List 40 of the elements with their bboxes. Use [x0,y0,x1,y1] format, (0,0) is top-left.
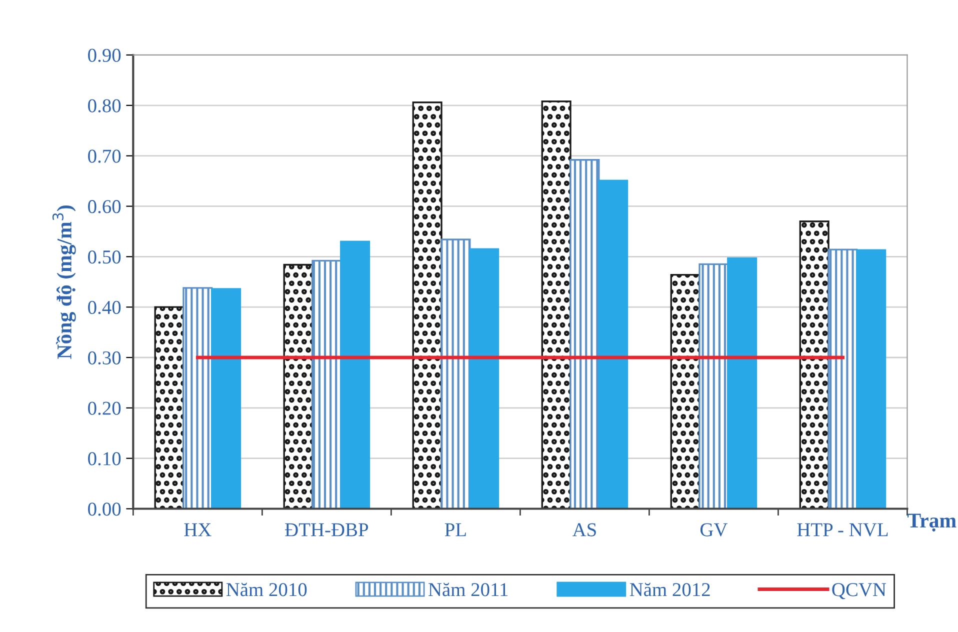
bar [412,102,442,509]
bar [211,288,242,509]
legend-label: QCVN [832,583,886,600]
x-tick-label: HX [184,523,212,536]
bar [799,220,830,509]
x-tick-label: HTP - NVL [797,523,888,536]
y-tick-label: 0.80 [88,99,121,112]
y-tick-label: 0.20 [88,402,121,415]
legend-label: Năm 2011 [428,582,508,596]
x-tick-label: PL [444,523,466,536]
legend-label: Năm 2012 [630,582,710,596]
bar [727,257,758,509]
bar [440,238,471,509]
y-tick-label: 0.70 [88,150,121,163]
y-tick-label: 0.40 [88,300,121,314]
bar [154,306,184,509]
bar [856,249,886,509]
bar [698,263,729,509]
x-tick-label: ĐTH-ĐBP [285,523,368,536]
y-tick-label: 0.90 [88,48,121,62]
bar [283,264,314,509]
bar [182,287,213,509]
y-tick-label: 0.00 [88,502,121,516]
x-axis-title: Trạm [908,514,956,532]
bar [312,260,342,509]
x-tick-label: AS [572,523,596,536]
bar [340,240,370,509]
y-tick-label: 0.10 [88,452,121,466]
bar [598,180,628,509]
bar [541,100,572,509]
y-tick-label: 0.60 [88,200,121,214]
bar [670,274,700,509]
legend-label: Năm 2010 [226,582,307,596]
y-tick-label: 0.30 [88,351,121,365]
y-tick-label: 0.50 [88,250,121,264]
bar [828,248,858,509]
y-axis-title: Nồng độ (mg/m$^{3}$) [52,205,76,359]
bar [469,248,500,509]
x-tick-label: GV [700,523,728,536]
bar [570,159,600,509]
